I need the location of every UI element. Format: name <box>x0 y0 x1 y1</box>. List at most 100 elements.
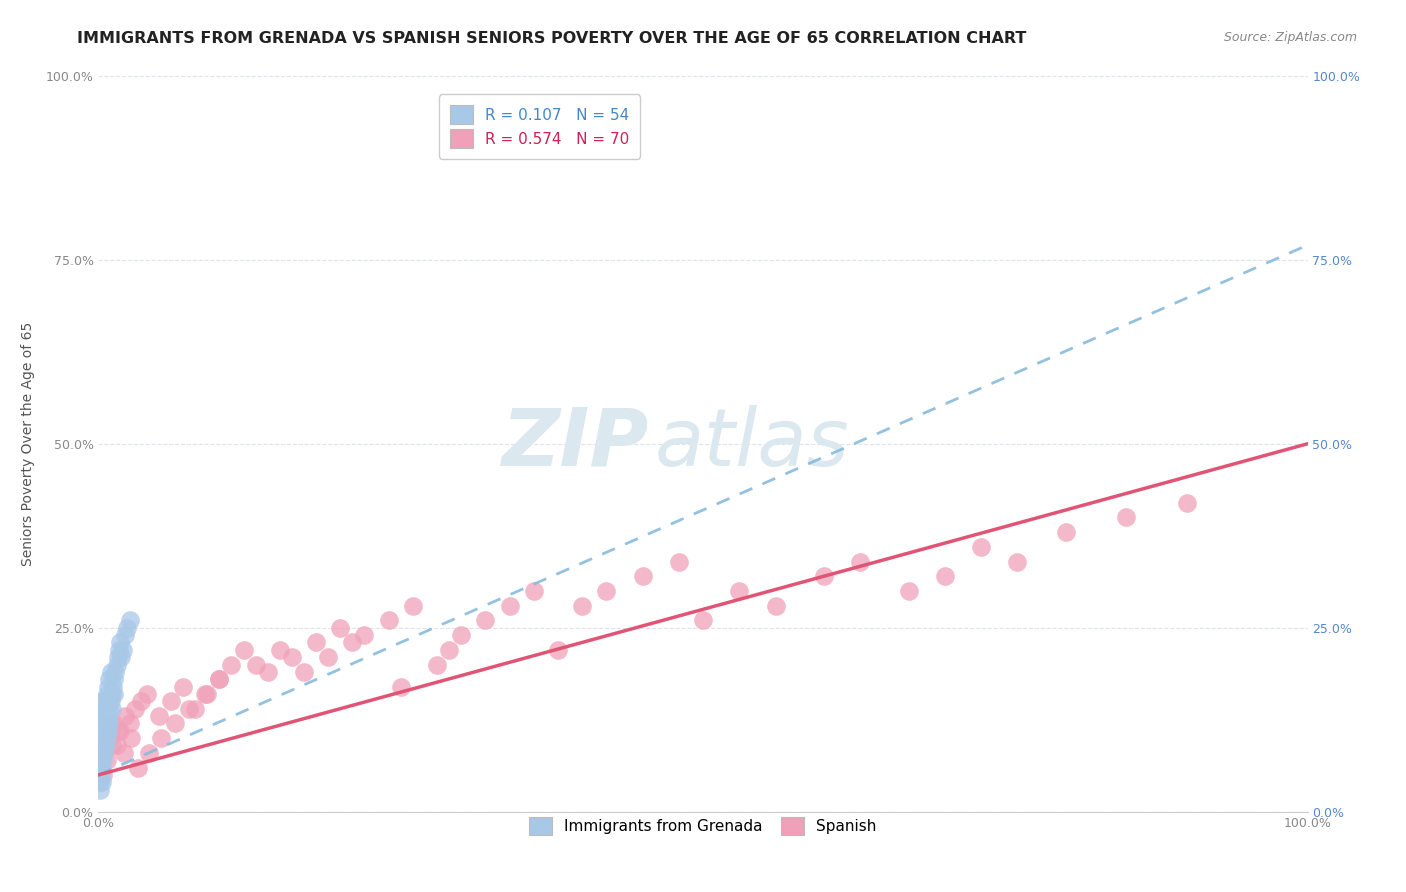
Point <box>91 760 114 774</box>
Point <box>97 731 120 746</box>
Point <box>245 657 267 672</box>
Point <box>103 687 125 701</box>
Point <box>1175 496 1198 510</box>
Point <box>426 657 449 672</box>
Point <box>316 650 339 665</box>
Point <box>90 760 112 774</box>
Point <box>256 665 278 679</box>
Point <box>91 753 114 767</box>
Point <box>221 657 243 672</box>
Text: IMMIGRANTS FROM GRENADA VS SPANISH SENIORS POVERTY OVER THE AGE OF 65 CORRELATIO: IMMIGRANTS FROM GRENADA VS SPANISH SENIO… <box>77 31 1026 46</box>
Point <box>934 569 956 583</box>
Point <box>90 739 112 753</box>
Point <box>108 642 131 657</box>
Point <box>437 642 460 657</box>
Point <box>91 701 114 715</box>
Point <box>232 642 254 657</box>
Point <box>148 709 170 723</box>
Point <box>90 709 112 723</box>
Point <box>105 739 128 753</box>
Point <box>194 687 217 701</box>
Point <box>94 739 117 753</box>
Point <box>547 642 569 657</box>
Point <box>94 739 117 753</box>
Point <box>668 554 690 569</box>
Point <box>329 621 352 635</box>
Point <box>117 621 139 635</box>
Point <box>114 709 136 723</box>
Point <box>100 687 122 701</box>
Point <box>208 673 231 687</box>
Point <box>90 768 112 782</box>
Point <box>104 665 127 679</box>
Point <box>91 694 114 708</box>
Point <box>195 687 218 701</box>
Point <box>184 701 207 715</box>
Point <box>97 723 120 738</box>
Legend: Immigrants from Grenada, Spanish: Immigrants from Grenada, Spanish <box>520 807 886 845</box>
Point <box>103 673 125 687</box>
Point <box>377 614 399 628</box>
Point <box>163 716 186 731</box>
Point <box>1007 554 1029 569</box>
Point <box>765 599 787 613</box>
Point <box>90 753 112 767</box>
Text: atlas: atlas <box>655 405 849 483</box>
Point <box>813 569 835 583</box>
Point <box>89 731 111 746</box>
Point <box>292 665 315 679</box>
Point <box>402 599 425 613</box>
Point <box>127 760 149 774</box>
Point <box>89 768 111 782</box>
Point <box>90 753 112 767</box>
Point <box>89 782 111 797</box>
Point <box>305 635 328 649</box>
Point <box>1115 510 1137 524</box>
Y-axis label: Seniors Poverty Over the Age of 65: Seniors Poverty Over the Age of 65 <box>21 322 35 566</box>
Point <box>150 731 173 746</box>
Point <box>970 540 993 554</box>
Point <box>114 628 136 642</box>
Point <box>100 723 122 738</box>
Point <box>93 694 115 708</box>
Point <box>89 775 111 789</box>
Point <box>93 731 115 746</box>
Point <box>138 746 160 760</box>
Point <box>450 628 472 642</box>
Point <box>96 716 118 731</box>
Point <box>124 701 146 715</box>
Point <box>110 650 132 665</box>
Point <box>96 687 118 701</box>
Point <box>94 723 117 738</box>
Point <box>631 569 654 583</box>
Point <box>107 723 129 738</box>
Point <box>91 723 114 738</box>
Point <box>571 599 593 613</box>
Point <box>91 746 114 760</box>
Point <box>179 701 201 715</box>
Point <box>97 709 120 723</box>
Point <box>93 716 115 731</box>
Point <box>120 731 142 746</box>
Point <box>100 701 122 715</box>
Point <box>91 768 114 782</box>
Point <box>118 716 141 731</box>
Point <box>98 701 121 715</box>
Point <box>100 665 122 679</box>
Point <box>90 723 112 738</box>
Point <box>595 584 617 599</box>
Point <box>728 584 751 599</box>
Point <box>1054 524 1077 539</box>
Point <box>107 650 129 665</box>
Text: Source: ZipAtlas.com: Source: ZipAtlas.com <box>1223 31 1357 45</box>
Point <box>129 694 152 708</box>
Point <box>93 746 115 760</box>
Point <box>849 554 872 569</box>
Point <box>96 753 118 767</box>
Point <box>160 694 183 708</box>
Point <box>101 716 124 731</box>
Point <box>108 635 131 649</box>
Point <box>98 673 121 687</box>
Point <box>208 673 231 687</box>
Text: ZIP: ZIP <box>501 405 648 483</box>
